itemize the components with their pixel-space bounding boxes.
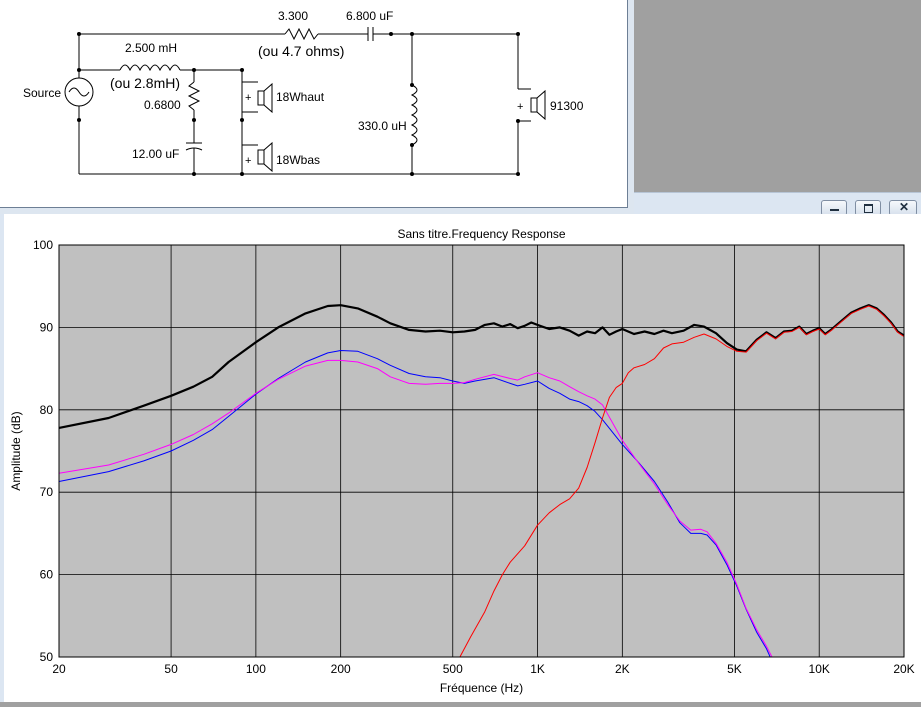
series-line-3 bbox=[459, 305, 905, 658]
label-capacitor-series: 6.800 uF bbox=[346, 9, 393, 23]
schematic-canvas: 3.300 (ou 4.7 ohms) 6.800 uF 2.500 mH (o… bbox=[0, 0, 628, 208]
label-resistor-alt: (ou 4.7 ohms) bbox=[258, 43, 344, 59]
frequency-response-chart: 20 50 100 200 500 1K 2K 5K 10K 20K 5060708090100 … bbox=[9, 227, 915, 695]
label-resistor-series: 3.300 bbox=[278, 9, 308, 23]
y-axis-label: Amplitude (dB) bbox=[9, 411, 23, 490]
series-resistor-symbol bbox=[284, 27, 319, 41]
close-icon: ✕ bbox=[899, 200, 910, 214]
x-tick-label: 500 bbox=[443, 662, 463, 676]
y-tick-label: 50 bbox=[40, 650, 54, 664]
y-tick-label: 70 bbox=[40, 485, 54, 499]
main-inductor-symbol bbox=[119, 64, 181, 72]
x-tick-label: 100 bbox=[246, 662, 266, 676]
plot-border bbox=[58, 244, 905, 658]
y-tick-labels: 50 60 70 80 90 100 bbox=[33, 238, 53, 664]
plus-driver-high: + bbox=[245, 92, 251, 104]
x-tick-label: 5K bbox=[727, 662, 742, 676]
tweeter-symbol bbox=[530, 97, 538, 113]
driver-high-symbol bbox=[257, 90, 265, 106]
label-resistor-shunt: 0.6800 bbox=[144, 98, 181, 112]
x-tick-labels: 20 50 100 200 500 1K 2K 5K 10K 20K bbox=[52, 662, 914, 676]
label-inductor-main: 2.500 mH bbox=[125, 41, 177, 55]
shunt-resistor-symbol bbox=[187, 81, 201, 111]
x-tick-label: 20K bbox=[893, 662, 914, 676]
series-line-2 bbox=[58, 359, 773, 658]
label-driver-high: 18Whaut bbox=[276, 90, 325, 104]
x-tick-label: 1K bbox=[530, 662, 545, 676]
shunt-inductor-symbol bbox=[410, 84, 418, 146]
series-line-0 bbox=[58, 304, 905, 429]
label-inductor-shunt: 330.0 uH bbox=[358, 119, 407, 133]
x-tick-label: 50 bbox=[164, 662, 178, 676]
y-tick-label: 80 bbox=[40, 403, 54, 417]
label-capacitor-shunt: 12.00 uF bbox=[132, 147, 179, 161]
driver-low-symbol bbox=[257, 149, 265, 165]
x-tick-label: 10K bbox=[809, 662, 830, 676]
plus-tweeter: + bbox=[517, 101, 523, 113]
restore-icon bbox=[864, 204, 873, 213]
label-source: Source bbox=[23, 86, 61, 100]
label-inductor-alt: (ou 2.8mH) bbox=[110, 75, 180, 91]
schematic-window: 3.300 (ou 4.7 ohms) 6.800 uF 2.500 mH (o… bbox=[0, 0, 634, 214]
y-tick-label: 90 bbox=[40, 320, 54, 334]
x-tick-label: 200 bbox=[331, 662, 351, 676]
label-tweeter: 91300 bbox=[550, 99, 584, 113]
crossover-schematic: 3.300 (ou 4.7 ohms) 6.800 uF 2.500 mH (o… bbox=[23, 9, 584, 176]
y-tick-label: 60 bbox=[40, 568, 54, 582]
chart-title: Sans titre.Frequency Response bbox=[397, 227, 565, 241]
x-tick-label: 2K bbox=[615, 662, 630, 676]
plus-driver-low: + bbox=[245, 155, 251, 167]
restore-button[interactable] bbox=[855, 200, 881, 216]
frequency-response-window: 20 50 100 200 500 1K 2K 5K 10K 20K 50 60 70 80 90 100 … bbox=[0, 214, 921, 702]
close-button[interactable]: ✕ bbox=[889, 200, 917, 216]
label-driver-low: 18Wbas bbox=[276, 153, 320, 167]
chart-series bbox=[58, 304, 905, 658]
minimize-icon bbox=[830, 209, 839, 211]
y-tick-label: 100 bbox=[33, 238, 53, 252]
x-tick-label: 20 bbox=[52, 662, 66, 676]
plot-area bbox=[59, 245, 904, 657]
x-axis-label: Fréquence (Hz) bbox=[440, 681, 523, 695]
